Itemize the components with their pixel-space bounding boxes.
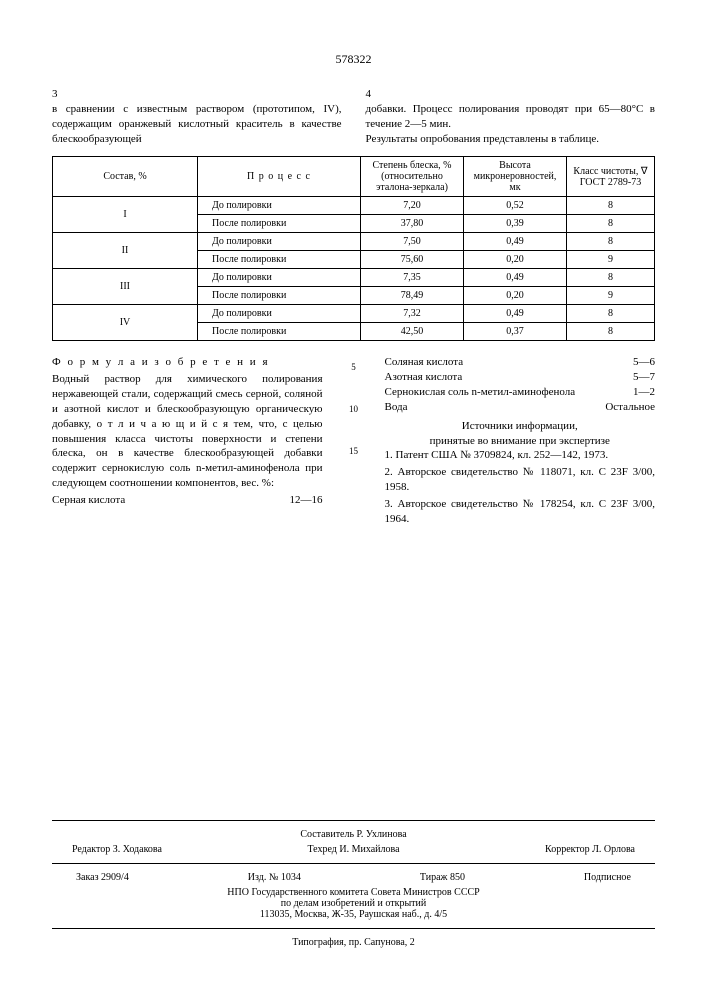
claim-text: Водный раствор для химического полирован… <box>52 372 323 491</box>
order: Заказ 2909/4 <box>76 872 129 883</box>
intro-left: в сравнении с известным раствором (прото… <box>52 102 342 147</box>
body-columns: Ф о р м у л а и з о б р е т е н и я Водн… <box>52 355 655 528</box>
table-cell: III <box>53 269 198 305</box>
compiler: Составитель Р. Ухлинова <box>52 829 655 840</box>
intro-columns: в сравнении с известным раствором (прото… <box>52 102 655 147</box>
ingredient-val: 12—16 <box>290 493 323 508</box>
table-row: IIДо полировки7,500,498 <box>53 233 655 251</box>
table-cell: 9 <box>567 251 655 269</box>
table-cell: IV <box>53 305 198 341</box>
intro-right: добавки. Процесс полирования проводят пр… <box>366 102 656 147</box>
left-page-no: 3 <box>52 87 342 102</box>
ingredient-row: Вода Остальное <box>385 400 656 415</box>
references: 1. Патент США № 3709824, кл. 252—142, 19… <box>385 448 656 526</box>
corrector: Корректор Л. Орлова <box>545 844 635 855</box>
results-table: Состав, % П р о ц е с с Степень блеска, … <box>52 156 655 341</box>
table-cell: 7,32 <box>361 305 464 323</box>
table-row: IVДо полировки7,320,498 <box>53 305 655 323</box>
table-cell: После полировки <box>198 215 361 233</box>
ingredient-name: Соляная кислота <box>385 355 464 370</box>
table-cell: 0,39 <box>464 215 567 233</box>
ingredient-val: 1—2 <box>633 385 655 400</box>
line-no-15: 15 <box>347 445 361 457</box>
table-cell: 75,60 <box>361 251 464 269</box>
table-cell: 7,20 <box>361 197 464 215</box>
table-row: IДо полировки7,200,528 <box>53 197 655 215</box>
table-cell: 0,49 <box>464 233 567 251</box>
table-cell: До полировки <box>198 269 361 287</box>
table-cell: До полировки <box>198 197 361 215</box>
ingredient-row: Соляная кислота 5—6 <box>385 355 656 370</box>
ingredient-name: Сернокислая соль n-метил-аминофенола <box>385 385 576 400</box>
editor: Редактор З. Ходакова <box>72 844 162 855</box>
ingredient-val: 5—7 <box>633 370 655 385</box>
table-cell: II <box>53 233 198 269</box>
formula-title: Ф о р м у л а и з о б р е т е н и я <box>52 355 323 370</box>
table-cell: 37,80 <box>361 215 464 233</box>
table-cell: После полировки <box>198 323 361 341</box>
patent-number: 578322 <box>52 52 655 67</box>
subscr: Подписное <box>584 872 631 883</box>
table-cell: 8 <box>567 269 655 287</box>
table-cell: 78,49 <box>361 287 464 305</box>
izd: Изд. № 1034 <box>248 872 301 883</box>
reference: 2. Авторское свидетельство № 118071, кл.… <box>385 465 656 495</box>
line-no-10: 10 <box>347 403 361 415</box>
ingredient-name: Азотная кислота <box>385 370 463 385</box>
table-cell: 8 <box>567 233 655 251</box>
table-cell: 8 <box>567 197 655 215</box>
sources-title: Источники информации, принятые во вниман… <box>385 419 656 449</box>
ingredients-list: Соляная кислота5—6Азотная кислота5—7Серн… <box>385 355 656 414</box>
table-cell: 7,50 <box>361 233 464 251</box>
ingredient-row: Азотная кислота 5—7 <box>385 370 656 385</box>
th-gloss: Степень блеска, % (относительно эталона-… <box>361 157 464 197</box>
table-cell: 0,49 <box>464 269 567 287</box>
right-page-no: 4 <box>366 87 656 102</box>
th-class: Класс чистоты, ∇ ГОСТ 2789-73 <box>567 157 655 197</box>
page-numbers-row: 3 4 <box>52 87 655 102</box>
reference: 3. Авторское свидетельство № 178254, кл.… <box>385 497 656 527</box>
table-cell: I <box>53 197 198 233</box>
table-cell: После полировки <box>198 251 361 269</box>
table-cell: После полировки <box>198 287 361 305</box>
th-composition: Состав, % <box>53 157 198 197</box>
table-cell: 8 <box>567 305 655 323</box>
typo: Типография, пр. Сапунова, 2 <box>52 937 655 948</box>
tirazh: Тираж 850 <box>420 872 465 883</box>
table-cell: 8 <box>567 215 655 233</box>
table-cell: 9 <box>567 287 655 305</box>
address: 113035, Москва, Ж-35, Раушская наб., д. … <box>52 909 655 920</box>
th-process: П р о ц е с с <box>198 157 361 197</box>
techred: Техред И. Михайлова <box>307 844 399 855</box>
line-no-5: 5 <box>347 361 361 373</box>
footer: Составитель Р. Ухлинова Редактор З. Хода… <box>52 812 655 948</box>
ingredient-val: Остальное <box>605 400 655 415</box>
table-row: IIIДо полировки7,350,498 <box>53 269 655 287</box>
ingredient-name: Вода <box>385 400 408 415</box>
reference: 1. Патент США № 3709824, кл. 252—142, 19… <box>385 448 656 463</box>
org2: по делам изобретений и открытий <box>52 898 655 909</box>
th-rough: Высота микронеровностей, мк <box>464 157 567 197</box>
table-cell: До полировки <box>198 233 361 251</box>
table-header-row: Состав, % П р о ц е с с Степень блеска, … <box>53 157 655 197</box>
table-cell: 0,49 <box>464 305 567 323</box>
table-cell: 8 <box>567 323 655 341</box>
ingredient-val: 5—6 <box>633 355 655 370</box>
table-cell: До полировки <box>198 305 361 323</box>
table-cell: 7,35 <box>361 269 464 287</box>
table-cell: 0,37 <box>464 323 567 341</box>
table-cell: 0,20 <box>464 251 567 269</box>
ingredient-name: Серная кислота <box>52 493 125 508</box>
org1: НПО Государственного комитета Совета Мин… <box>52 887 655 898</box>
table-cell: 42,50 <box>361 323 464 341</box>
ingredient-row: Сернокислая соль n-метил-аминофенола 1—2 <box>385 385 656 400</box>
table-cell: 0,20 <box>464 287 567 305</box>
table-cell: 0,52 <box>464 197 567 215</box>
